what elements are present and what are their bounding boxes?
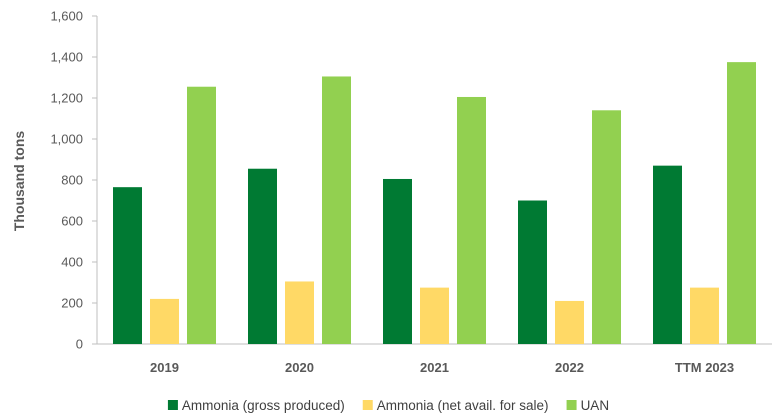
legend-item: Ammonia (gross produced) [167, 398, 345, 413]
y-tick-label: 800 [61, 173, 83, 188]
legend-label: Ammonia (net avail. for sale) [377, 398, 549, 413]
bar-ammonia-net-avail-for-sale-4 [690, 287, 719, 344]
y-axis-tick-labels: 0 200 400 600 800 1,000 1,200 1,400 1,600 [50, 9, 83, 352]
x-category-label: 2020 [285, 360, 314, 375]
bars [113, 62, 756, 344]
x-category-label: TTM 2023 [675, 360, 734, 375]
bar-ammonia-net-avail-for-sale-0 [150, 298, 179, 344]
y-axis-label: Thousand tons [11, 131, 27, 232]
x-category-label: 2019 [150, 360, 179, 375]
y-axis-ticks [92, 15, 97, 345]
bar-uan-1 [322, 76, 351, 344]
y-tick-label: 1,000 [50, 132, 83, 147]
bar-uan-0 [187, 86, 216, 344]
x-category-label: 2022 [555, 360, 584, 375]
legend-label: Ammonia (gross produced) [182, 398, 345, 413]
bar-ammonia-gross-produced-3 [518, 200, 547, 344]
x-category-label: 2021 [420, 360, 449, 375]
bar-ammonia-net-avail-for-sale-3 [555, 300, 584, 344]
x-axis-category-labels: 2019 2020 2021 2022 TTM 2023 [150, 360, 734, 375]
bar-ammonia-gross-produced-0 [113, 187, 142, 344]
bar-uan-3 [592, 110, 621, 344]
legend-item: Ammonia (net avail. for sale) [362, 398, 549, 413]
y-tick-label: 400 [61, 255, 83, 270]
bar-ammonia-net-avail-for-sale-1 [285, 281, 314, 344]
legend-label: UAN [581, 398, 610, 413]
y-tick-label: 1,200 [50, 91, 83, 106]
bar-ammonia-gross-produced-4 [653, 165, 682, 344]
bar-ammonia-gross-produced-2 [383, 178, 412, 344]
y-tick-label: 200 [61, 296, 83, 311]
y-tick-label: 1,400 [50, 50, 83, 65]
legend-swatch [566, 400, 577, 410]
legend-swatch [362, 400, 373, 410]
y-tick-label: 1,600 [50, 9, 83, 24]
y-tick-label: 600 [61, 214, 83, 229]
legend-item: UAN [566, 398, 610, 413]
legend-swatch [167, 400, 178, 410]
bar-uan-4 [727, 62, 756, 344]
bar-ammonia-net-avail-for-sale-2 [420, 287, 449, 344]
bar-uan-2 [457, 96, 486, 344]
legend: Ammonia (gross produced) Ammonia (net ava… [167, 398, 610, 413]
y-tick-label: 0 [76, 337, 83, 352]
bar-ammonia-gross-produced-1 [248, 168, 277, 344]
